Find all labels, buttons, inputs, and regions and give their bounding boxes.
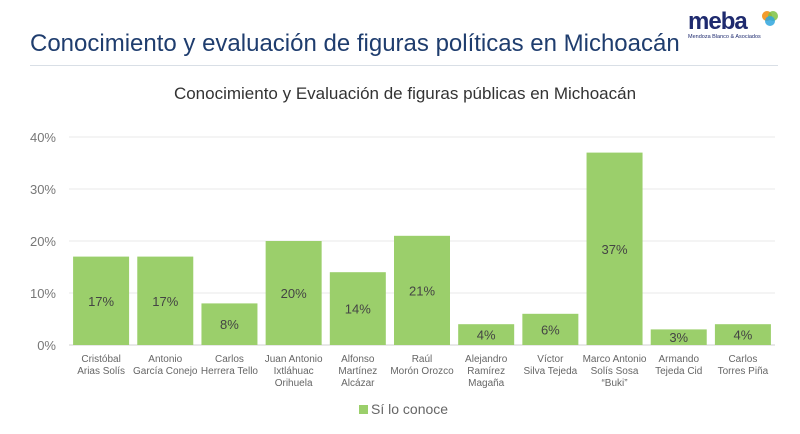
data-label: 8% <box>220 317 239 332</box>
bar <box>522 313 579 345</box>
y-tick-label: 30% <box>30 182 56 197</box>
bar <box>329 272 386 345</box>
x-tick-label: Herrera Tello <box>201 366 258 377</box>
y-tick-label: 10% <box>30 286 56 301</box>
x-tick-label: Morón Orozco <box>390 366 454 377</box>
page-title: Conocimiento y evaluación de figuras pol… <box>30 30 680 57</box>
bar <box>586 152 643 345</box>
x-tick-label: Antonio <box>148 354 182 365</box>
x-tick-label: Alejandro <box>465 354 508 365</box>
x-tick-label: Marco Antonio <box>583 354 647 365</box>
data-label: 4% <box>477 328 496 343</box>
x-tick-label: Armando <box>658 354 699 365</box>
x-tick-label: Cristóbal <box>81 354 120 365</box>
x-tick-label: Carlos <box>728 354 757 365</box>
chart-title: Conocimiento y Evaluación de figuras púb… <box>174 84 636 103</box>
bar <box>265 241 322 345</box>
logo-swirl-icon <box>762 11 778 26</box>
data-label: 37% <box>602 242 628 257</box>
bar <box>714 324 771 345</box>
x-tick-label: Torres Piña <box>718 366 769 377</box>
x-tick-label: “Buki” <box>601 378 627 389</box>
data-label: 17% <box>152 294 178 309</box>
x-tick-label: Arias Solís <box>77 366 125 377</box>
bar <box>650 329 707 345</box>
data-label: 4% <box>734 328 753 343</box>
y-tick-label: 0% <box>37 338 56 353</box>
data-label: 20% <box>281 286 307 301</box>
y-tick-label: 40% <box>30 130 56 145</box>
data-label: 14% <box>345 302 371 317</box>
meba-logo: meba Mendoza Blanco & Asociados <box>688 8 788 42</box>
bar <box>394 235 450 345</box>
legend-swatch <box>359 405 368 414</box>
x-tick-label: Ramírez <box>467 366 505 377</box>
bar <box>458 324 515 345</box>
data-label: 3% <box>669 330 688 345</box>
data-label: 17% <box>88 294 114 309</box>
x-tick-label: Magaña <box>468 378 505 389</box>
x-tick-label: Raúl <box>412 354 433 365</box>
x-tick-label: Alfonso <box>341 354 375 365</box>
logo-subtitle: Mendoza Blanco & Asociados <box>688 34 761 40</box>
legend-label: Sí lo conoce <box>371 401 448 417</box>
bar <box>137 256 194 345</box>
y-tick-label: 20% <box>30 234 56 249</box>
x-tick-label: Carlos <box>215 354 244 365</box>
x-tick-label: García Conejo <box>133 366 198 377</box>
data-label: 21% <box>409 283 435 298</box>
x-tick-label: Tejeda Cid <box>655 366 702 377</box>
bar <box>201 303 258 345</box>
x-tick-label: Martínez <box>338 366 377 377</box>
x-tick-label: Silva Tejeda <box>523 366 577 377</box>
x-tick-label: Víctor <box>537 354 564 365</box>
x-tick-label: Solís Sosa <box>591 366 639 377</box>
logo-wordmark: meba <box>688 8 748 35</box>
x-tick-label: Orihuela <box>275 378 313 389</box>
data-label: 6% <box>541 322 560 337</box>
x-tick-label: Juan Antonio <box>265 354 323 365</box>
x-tick-label: Ixtláhuac <box>274 366 314 377</box>
title-divider <box>30 65 778 66</box>
bar <box>73 256 130 345</box>
x-tick-label: Alcázar <box>341 378 375 389</box>
